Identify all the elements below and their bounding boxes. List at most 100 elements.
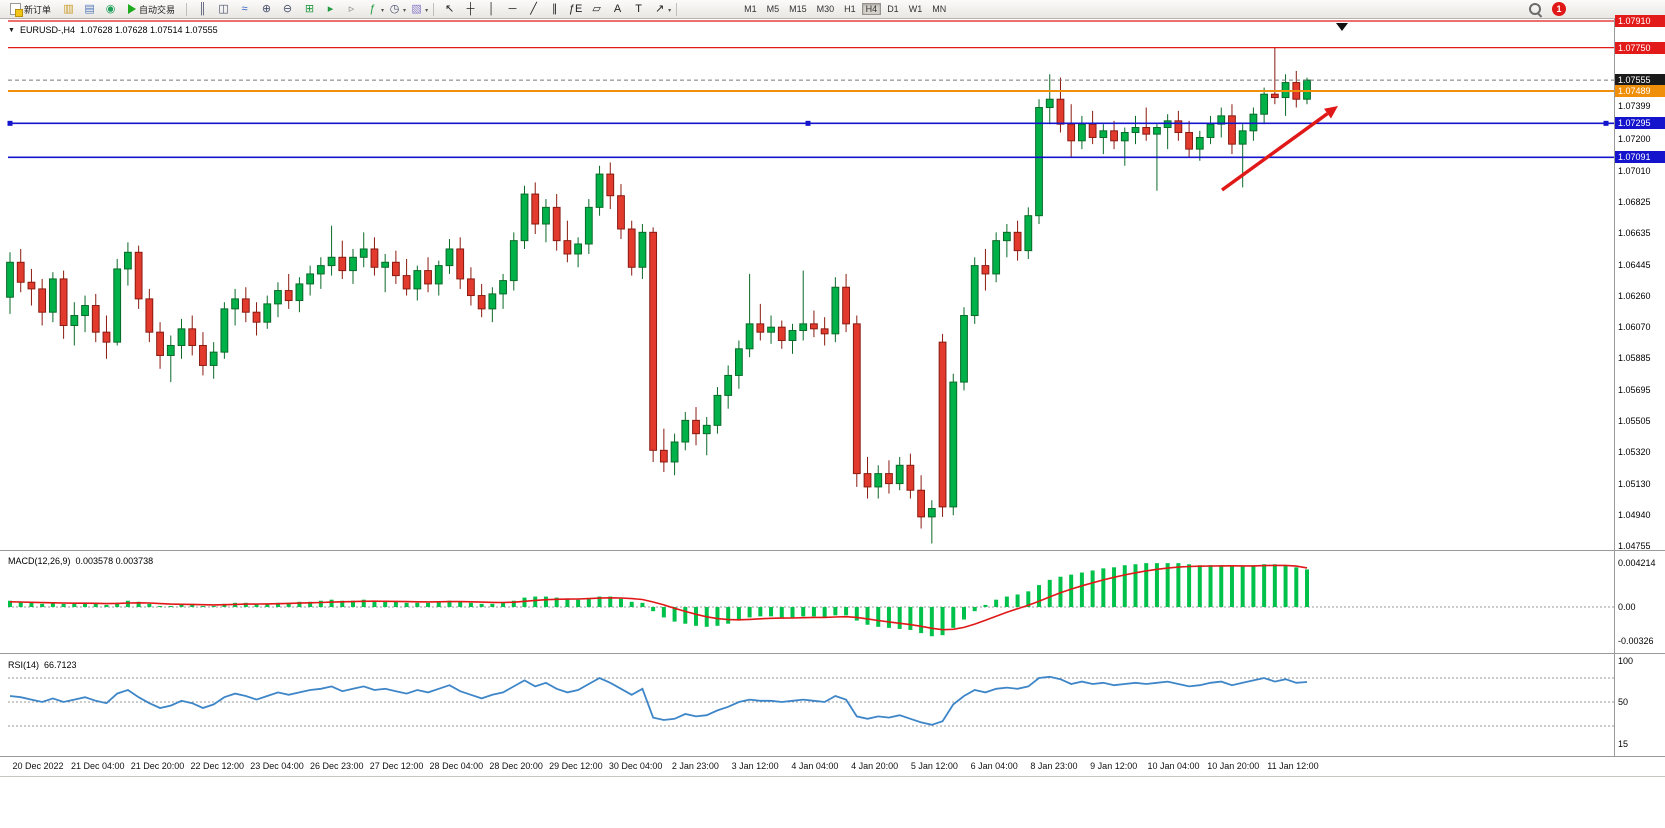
periods-icon[interactable]: ◷ — [389, 2, 400, 15]
price-marker-badge: 1.07910 — [1615, 15, 1665, 27]
time-tick-label: 10 Jan 04:00 — [1147, 761, 1200, 771]
time-axis[interactable] — [0, 757, 1665, 777]
timeframe-mn-button[interactable]: MN — [932, 3, 947, 14]
new-chart-icon[interactable]: ▥ — [63, 2, 74, 15]
rsi-label: RSI(14) 66.7123 — [8, 660, 77, 670]
rsi-axis-label: 15 — [1618, 739, 1629, 749]
line-selection-handle[interactable] — [1603, 120, 1609, 126]
line-chart-icon[interactable]: ≈ — [241, 2, 248, 15]
new-order-label: 新订单 — [24, 4, 52, 15]
price-marker-badge: 1.07489 — [1615, 85, 1665, 98]
price-tick-label: 1.04940 — [1618, 510, 1651, 521]
new-order-button[interactable]: 新订单 — [4, 1, 57, 18]
horizontal-line-icon[interactable]: ─ — [508, 2, 517, 15]
timeframe-h1-button[interactable]: H1 — [844, 3, 856, 14]
templates-icon[interactable]: ▧ — [411, 2, 422, 15]
time-tick-label: 8 Jan 23:00 — [1030, 761, 1078, 771]
market-watch-icon[interactable]: ◉ — [105, 2, 116, 15]
chevron-down-icon[interactable]: ▾ — [381, 7, 385, 14]
axis-separator — [1614, 19, 1615, 757]
auto-trading-button[interactable]: 自动交易 — [122, 1, 181, 18]
time-tick-label: 4 Jan 04:00 — [791, 761, 839, 771]
time-tick-label: 11 Jan 12:00 — [1267, 761, 1319, 771]
time-tick-label: 4 Jan 20:00 — [851, 761, 899, 771]
shapes-icon[interactable]: ▱ — [592, 2, 601, 15]
time-tick-label: 20 Dec 2022 — [12, 761, 64, 771]
price-tick-label: 1.06260 — [1618, 290, 1651, 301]
search-icon[interactable] — [1528, 2, 1543, 17]
macd-name: MACD(12,26,9) — [8, 556, 71, 566]
horizontal-lines-layer[interactable] — [7, 20, 1615, 159]
rsi-value: 66.7123 — [44, 660, 77, 670]
timeframe-m1-button[interactable]: M1 — [744, 3, 757, 14]
chevron-down-icon[interactable]: ▾ — [668, 7, 672, 14]
equidistant-channel-icon[interactable]: ∥ — [551, 2, 558, 15]
chevron-down-icon[interactable]: ▾ — [403, 7, 407, 14]
time-tick-label: 29 Dec 12:00 — [549, 761, 603, 771]
time-tick-label: 28 Dec 04:00 — [429, 761, 484, 771]
line-selection-handle[interactable] — [805, 120, 811, 126]
bar-end-marker-icon — [1336, 23, 1348, 31]
panel-separator[interactable] — [0, 653, 1665, 654]
panel-separator — [0, 756, 1665, 757]
rsi-axis-label: 50 — [1618, 697, 1629, 707]
timeframe-w1-button[interactable]: W1 — [908, 3, 923, 14]
time-tick-label: 9 Jan 12:00 — [1090, 761, 1138, 771]
text-label-icon[interactable]: T — [635, 2, 642, 15]
time-tick-label: 22 Dec 12:00 — [190, 761, 245, 771]
rsi-name: RSI(14) — [8, 660, 40, 670]
time-tick-label: 2 Jan 23:00 — [671, 761, 719, 771]
panel-separator[interactable] — [0, 550, 1665, 551]
timeframe-h4-button[interactable]: H4 — [861, 2, 882, 15]
price-marker-badge: 1.07750 — [1615, 41, 1665, 54]
price-axis[interactable] — [1615, 19, 1665, 757]
timeframe-group: M1 M5 M15 M30 H1 H4 D1 W1 MN — [739, 2, 951, 17]
time-tick-label: 21 Dec 20:00 — [130, 761, 185, 771]
price-tick-label: 1.06825 — [1618, 196, 1651, 207]
candlestick-chart-icon[interactable]: ◫ — [218, 2, 229, 15]
macd-axis-label: 0.004214 — [1618, 557, 1656, 568]
crosshair-icon[interactable]: ┼ — [466, 2, 475, 15]
auto-scroll-icon[interactable]: ▸ — [327, 2, 334, 15]
chart-shift-icon[interactable]: ▹ — [348, 2, 355, 15]
vertical-line-icon[interactable]: │ — [488, 2, 496, 15]
timeframe-m5-button[interactable]: M5 — [766, 3, 780, 14]
chevron-down-icon[interactable]: ▾ — [425, 7, 429, 14]
play-icon — [128, 4, 137, 14]
line-selection-handle[interactable] — [7, 120, 13, 126]
price-tick-label: 1.05505 — [1618, 416, 1651, 427]
window-bottom-edge — [0, 776, 1665, 777]
arrows-icon[interactable]: ↗ — [654, 2, 665, 15]
timeframe-m15-button[interactable]: M15 — [789, 3, 807, 14]
time-tick-label: 30 Dec 04:00 — [608, 761, 663, 771]
rsi-panel[interactable] — [8, 675, 1614, 727]
indicators-icon[interactable]: ƒ — [369, 2, 376, 15]
tile-windows-icon[interactable]: ⊞ — [304, 2, 315, 15]
toolbar-spacer — [682, 9, 738, 10]
bar-chart-icon[interactable]: ║ — [198, 2, 207, 15]
zoom-out-icon[interactable]: ⊖ — [282, 2, 293, 15]
trend-arrow[interactable] — [1220, 112, 1329, 192]
zoom-in-icon[interactable]: ⊕ — [261, 2, 272, 15]
time-tick-label: 26 Dec 23:00 — [310, 761, 364, 771]
time-tick-label: 10 Jan 20:00 — [1207, 761, 1260, 771]
auto-trading-label: 自动交易 — [139, 4, 176, 15]
fibonacci-icon[interactable]: ƒE — [568, 2, 583, 15]
text-icon[interactable]: A — [613, 2, 622, 15]
notification-badge[interactable]: 1 — [1552, 2, 1566, 16]
trend-arrow-head — [1324, 106, 1338, 119]
macd-axis-label: -0.00326 — [1618, 636, 1654, 647]
macd-panel[interactable] — [8, 563, 1614, 637]
cursor-icon[interactable]: ↖ — [444, 2, 455, 15]
toolbar-separator — [433, 2, 435, 16]
profiles-icon[interactable]: ▤ — [84, 2, 95, 15]
timeframe-d1-button[interactable]: D1 — [887, 3, 899, 14]
title-marker-icon[interactable]: ▼ — [8, 26, 15, 34]
candles-layer[interactable] — [6, 47, 1311, 544]
macd-signal-line — [9, 564, 1308, 631]
trendline-icon[interactable]: ╱ — [530, 2, 537, 15]
new-order-icon — [10, 3, 23, 17]
timeframe-m30-button[interactable]: M30 — [816, 3, 835, 14]
